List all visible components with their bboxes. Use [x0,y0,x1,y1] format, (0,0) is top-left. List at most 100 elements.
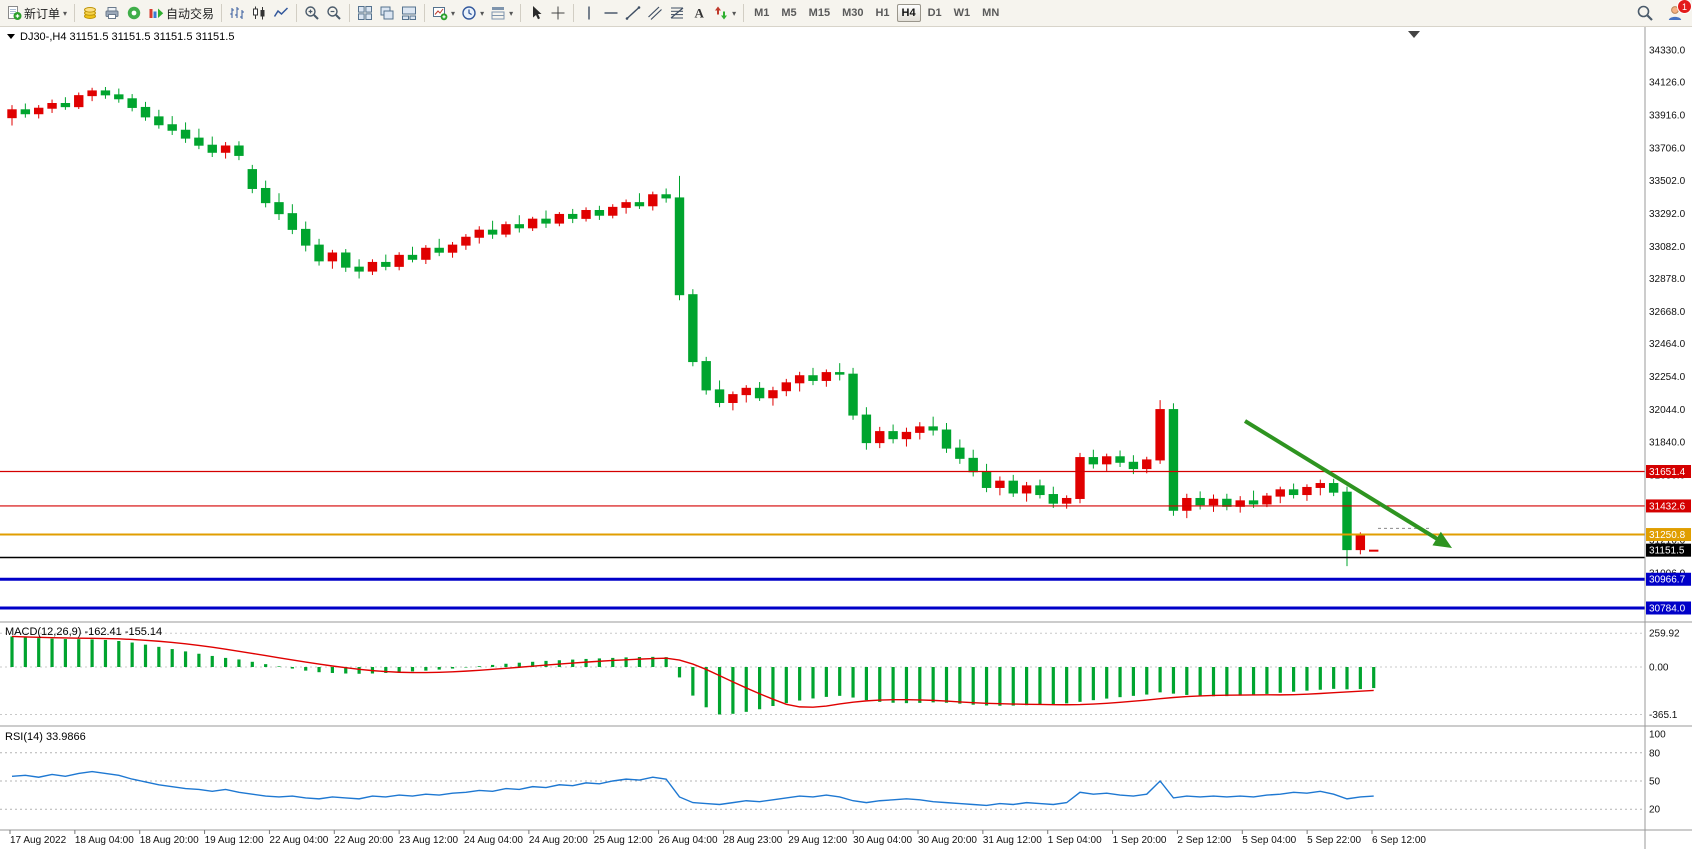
date-axis-label: 28 Aug 23:00 [723,835,782,846]
price-axis[interactable]: 34330.0 34126.0 33916.0 33706.0 33502.0 33292… [1646,46,1691,615]
date-axis-label: 1 Sep 04:00 [1048,835,1102,846]
dropdown-arrow-icon: ▾ [63,8,68,18]
new-chart-button[interactable]: ▾ [429,1,458,25]
timeframe-mn-button[interactable]: MN [982,7,1000,19]
macd-scale-label: -365.1 [1649,710,1678,721]
print-button[interactable] [101,1,123,25]
timeframe-d1-button[interactable]: D1 [927,7,942,19]
price-axis-label: 32044.0 [1649,405,1686,416]
vline-icon [581,5,597,21]
channel-button[interactable] [644,1,666,25]
timeframe-w1-button[interactable]: W1 [953,7,971,19]
arrange-windows-button[interactable] [398,1,420,25]
rsi-scale-label: 50 [1649,777,1661,788]
horizontal-lines[interactable] [0,470,1645,610]
trendline-button[interactable] [622,1,644,25]
auto-trading-button-label: 自动交易 [166,6,215,21]
price-tag-30784: 30784.0 [1646,601,1691,615]
fibonacci-button[interactable] [666,1,688,25]
timeframe-m5-button[interactable]: M5 [781,7,797,19]
new-chart-icon [432,5,448,21]
price-tag-31651.4: 31651.4 [1646,465,1691,479]
price-axis-label: 32464.0 [1649,339,1686,350]
arrows-tool-button[interactable]: ▾ [710,1,739,25]
zoom-out-button[interactable] [323,1,345,25]
current-price-tag: 31151.5 [1646,543,1691,557]
date-axis-label: 5 Sep 22:00 [1307,835,1361,846]
date-axis-label: 1 Sep 20:00 [1113,835,1167,846]
date-axis-label: 18 Aug 20:00 [140,835,199,846]
bar-chart-mode-button[interactable] [226,1,248,25]
macd-panel: 259.92 0.00 -365.1 MACD(12,26,9) -162.41 -1… [0,626,1680,721]
notification-badge: 1 [1677,0,1692,14]
cross-icon [550,5,566,21]
rsi-panel: 100 80 50 20 RSI(14) 33.9866 [0,730,1666,816]
rsi-label: RSI(14) 33.9866 [5,731,86,743]
price-tag-30966.7: 30966.7 [1646,572,1691,586]
metaquotes-button[interactable] [123,1,145,25]
symbol-dropdown-icon[interactable] [7,34,15,39]
auto-trading-button[interactable]: 自动交易 [145,1,217,25]
crosshair-button[interactable] [547,1,569,25]
cascade-windows-button[interactable] [376,1,398,25]
macd-scale-label: 259.92 [1649,629,1680,640]
toolbar-separator [349,4,351,22]
timeframe-m30-button[interactable]: M30 [842,7,864,19]
price-axis-label: 34126.0 [1649,78,1686,89]
tline-icon [625,5,641,21]
svg-text:31250.8: 31250.8 [1649,530,1686,541]
macd-signal-line [11,635,1374,708]
svg-text:31651.4: 31651.4 [1649,467,1686,478]
candle-chart-mode-button[interactable] [248,1,270,25]
zoom-in-button[interactable] [301,1,323,25]
search-icon [1636,4,1654,22]
horizontal-line-button[interactable] [600,1,622,25]
date-axis-label: 24 Aug 20:00 [529,835,588,846]
template-icon [490,5,506,21]
chart-canvas[interactable]: 34330.0 34126.0 33916.0 33706.0 33502.0 33292… [0,27,1692,849]
date-axis-label: 25 Aug 12:00 [594,835,653,846]
date-axis-label: 30 Aug 04:00 [853,835,912,846]
chart-candles-icon [251,5,267,21]
price-axis-label: 33502.0 [1649,176,1686,187]
toolbar-separator [743,4,745,22]
search-button[interactable] [1636,4,1654,22]
date-axis[interactable]: 17 Aug 2022 18 Aug 04:00 18 Aug 20:00 19 Au… [9,830,1426,846]
chart-bars-icon [229,5,245,21]
line-chart-mode-button[interactable] [270,1,292,25]
trend-arrow[interactable] [1243,419,1452,548]
symbol-ohlc-line: DJ30-,H4 31151.5 31151.5 31151.5 31151.5 [20,31,234,43]
chart-window[interactable]: 34330.0 34126.0 33916.0 33706.0 33502.0 33292… [0,27,1692,849]
timeframe-m1-button[interactable]: M1 [754,7,770,19]
rsi-scale-label: 100 [1649,730,1666,741]
templates-button[interactable]: ▾ [487,1,516,25]
cursor-button[interactable] [525,1,547,25]
timeframe-m15-button[interactable]: M15 [808,7,831,19]
cursor-icon [528,5,544,21]
toolbar-left-groups: 新订单 ▾ 自动交易 ▾ ▾ ▾ A ▾ M1 M5 M15 M30 H1 H4 D1 W1 MN [3,1,1005,25]
shift-marker-icon[interactable] [1408,31,1420,38]
price-axis-label: 32668.0 [1649,307,1686,318]
toolbar-separator [296,4,298,22]
price-tag-31432.6: 31432.6 [1646,499,1691,513]
date-axis-label: 19 Aug 12:00 [205,835,264,846]
rsi-line [11,770,1374,807]
date-axis-label: 6 Sep 12:00 [1372,835,1426,846]
price-axis-label: 32254.0 [1649,372,1686,383]
community-notifications-button[interactable]: 1 [1666,0,1692,22]
market-button[interactable] [79,1,101,25]
text-tool-button[interactable]: A [688,1,710,25]
timeframe-h4-button[interactable]: H4 [896,4,921,22]
tile-icon [357,5,373,21]
price-axis-label: 34330.0 [1649,46,1686,57]
vertical-line-button[interactable] [578,1,600,25]
period-button[interactable]: ▾ [458,1,487,25]
toolbar-right-groups: 1 [1636,0,1692,26]
price-axis-label: 33706.0 [1649,144,1686,155]
tile-windows-button[interactable] [354,1,376,25]
person-icon [1666,4,1684,22]
timeframe-h1-button[interactable]: H1 [875,7,890,19]
zoom-out-icon [326,5,342,21]
new-order-button[interactable]: 新订单 ▾ [3,1,70,25]
rsi-scale-label: 20 [1649,805,1661,816]
